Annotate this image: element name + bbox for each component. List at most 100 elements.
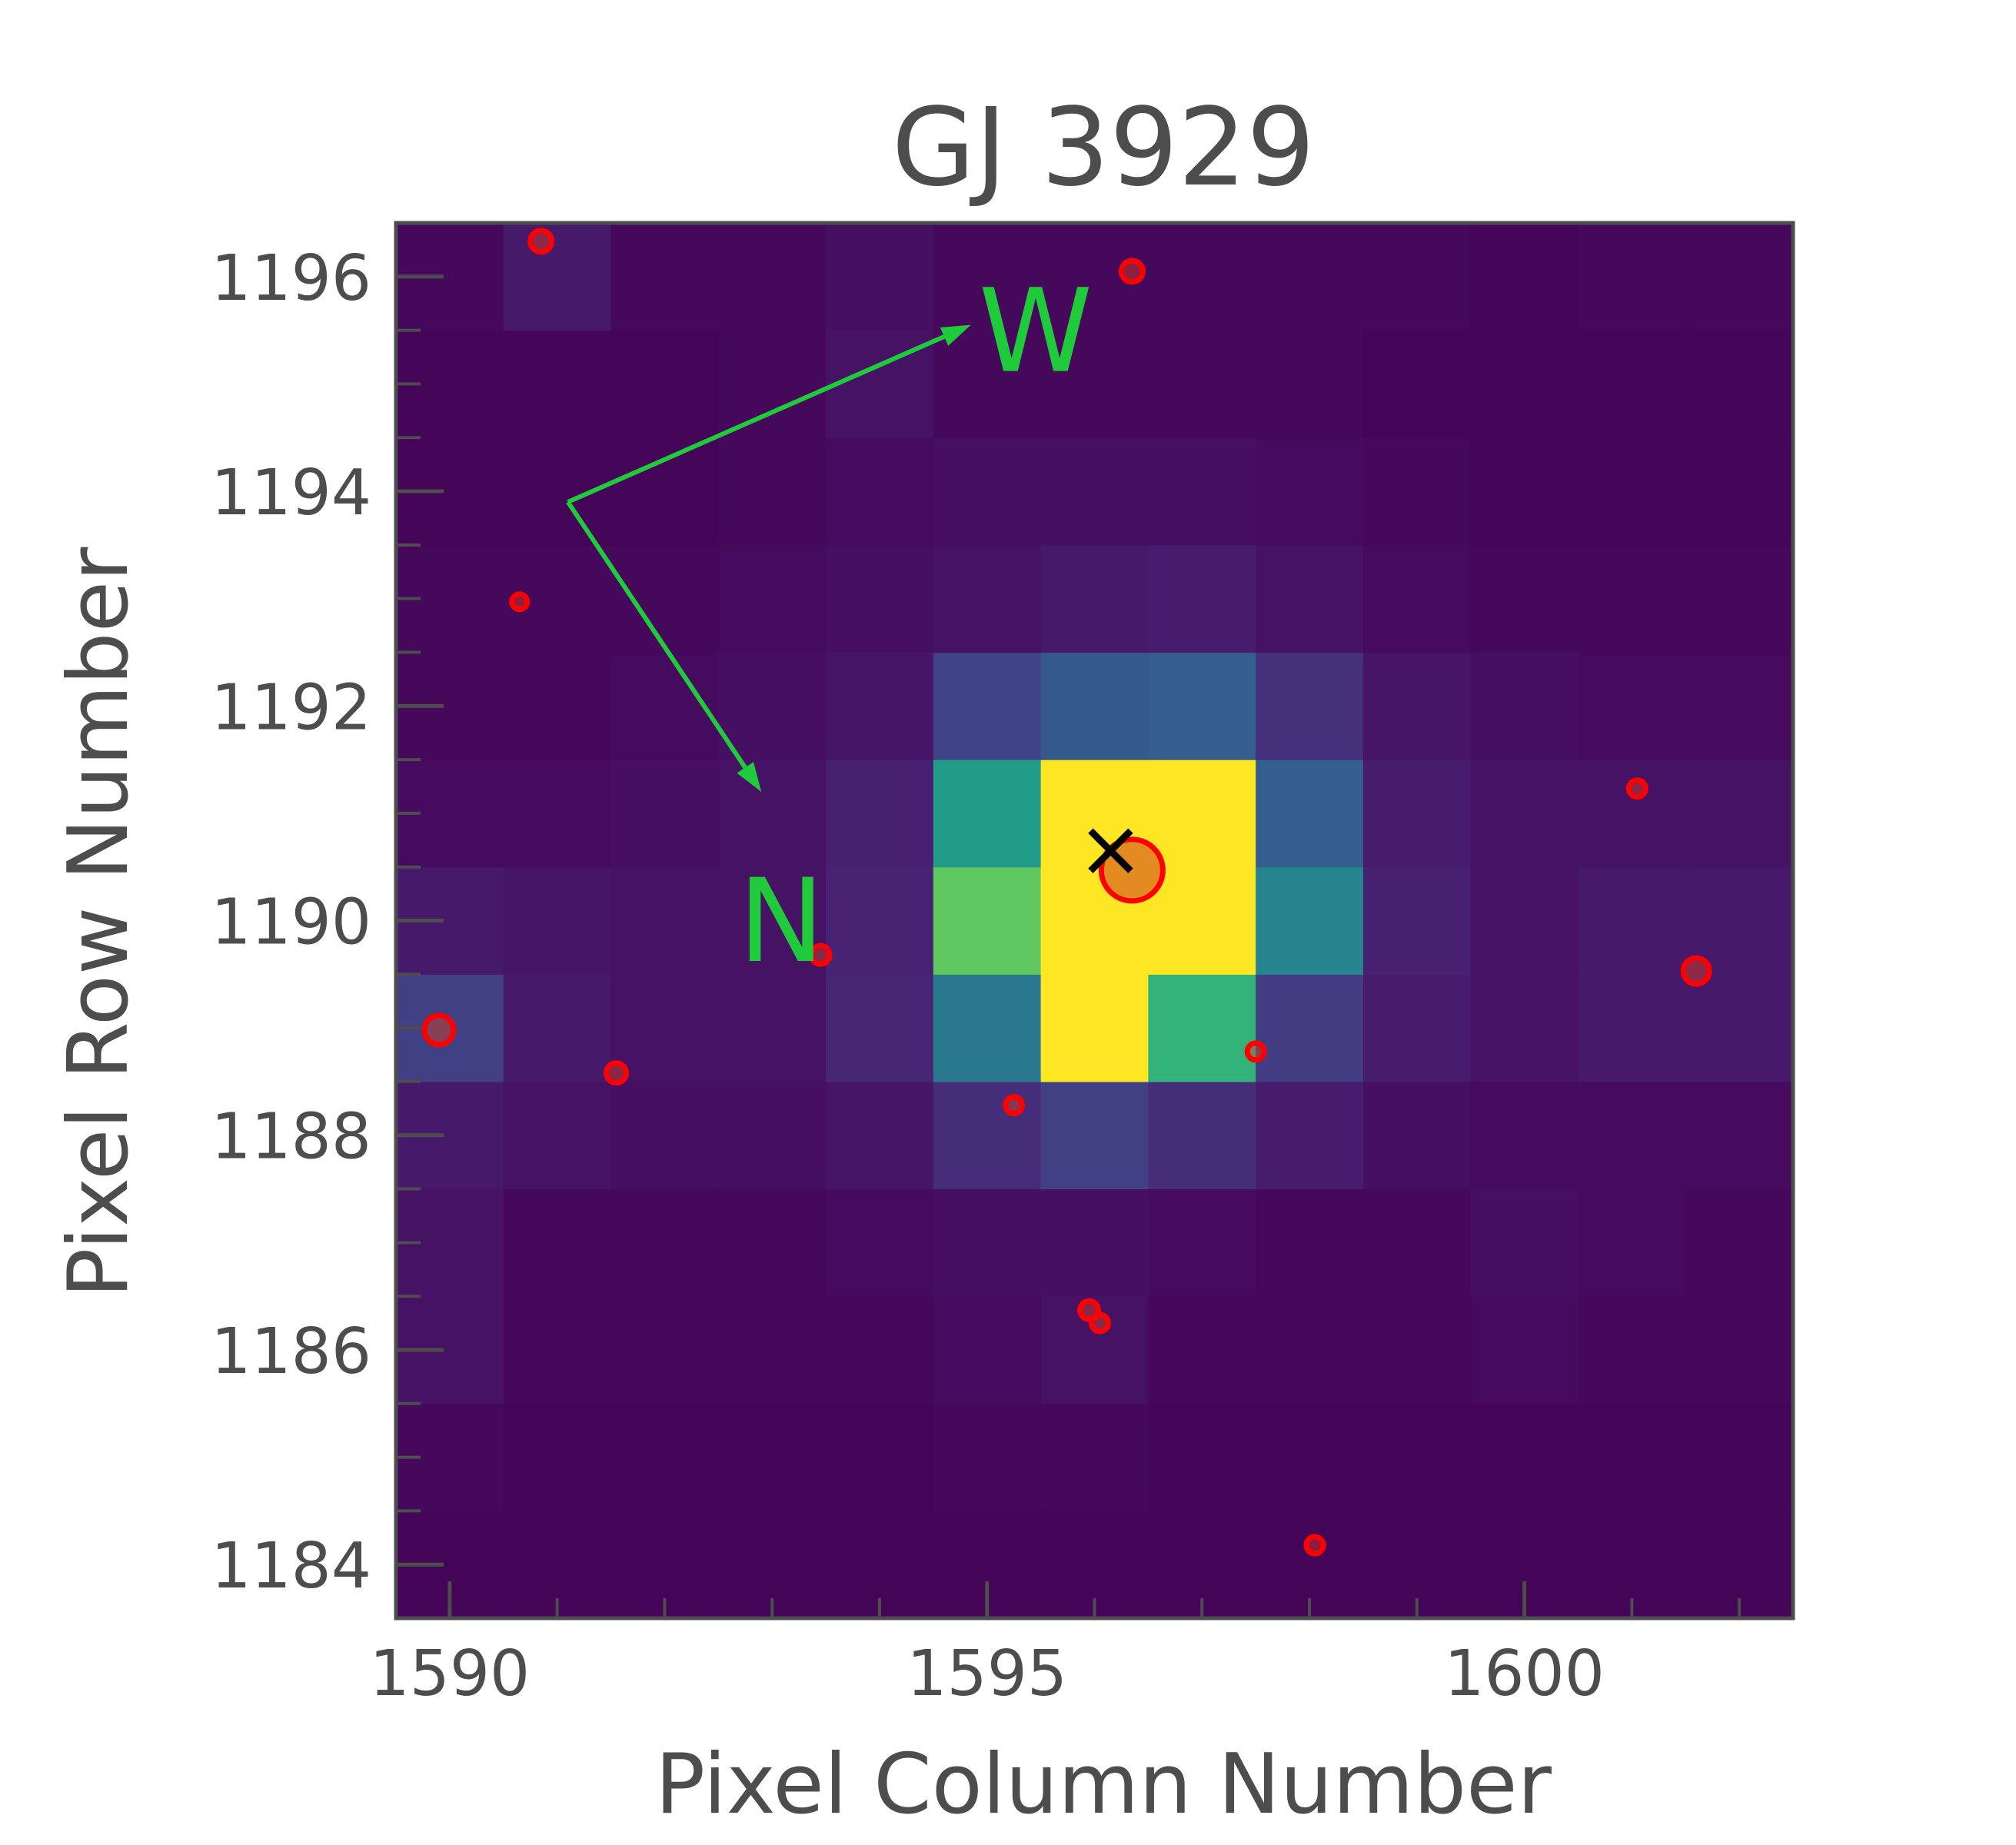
pixel-1599-1193	[1362, 544, 1472, 653]
x-tick-label-1600: 1600	[1444, 1637, 1605, 1710]
pixel-1592-1192	[610, 652, 719, 760]
pixel-1592-1195	[610, 330, 719, 438]
pixel-1602-1188	[1685, 1081, 1794, 1190]
pixel-1596-1195	[1040, 330, 1149, 438]
pixel-1593-1188	[718, 1081, 827, 1190]
pixel-1600-1191	[1470, 760, 1579, 868]
pixel-1595-1186	[933, 1296, 1042, 1405]
pixel-1600-1192	[1470, 652, 1579, 760]
pixel-1599-1185	[1362, 1403, 1472, 1511]
pixel-1601-1185	[1578, 1403, 1686, 1511]
source-9	[1625, 777, 1648, 800]
pixel-1592-1191	[610, 760, 719, 868]
pixel-1593-1186	[718, 1296, 827, 1405]
y-axis-label: Pixel Row Number	[51, 547, 147, 1298]
pixel-1600-1196	[1470, 223, 1579, 331]
pixel-1594-1191	[826, 760, 934, 868]
pixel-1592-1186	[610, 1296, 719, 1405]
source-3	[509, 591, 531, 613]
y-tick-label-1186: 1186	[211, 1315, 371, 1388]
pixel-1600-1189	[1470, 974, 1579, 1082]
target-marker	[1088, 828, 1133, 873]
y-tick-label-1184: 1184	[211, 1530, 371, 1603]
pixel-1601-1196	[1578, 223, 1686, 331]
pixel-1594-1186	[826, 1296, 934, 1405]
pixel-1593-1194	[718, 437, 827, 546]
y-tick-label-1192: 1192	[211, 671, 371, 744]
pixel-1592-1187	[610, 1188, 719, 1297]
source-1	[527, 228, 555, 255]
pixel-1594-1188	[826, 1081, 934, 1190]
pixel-1599-1186	[1362, 1296, 1472, 1405]
pixel-1602-1189	[1685, 974, 1794, 1082]
pixel-1596-1187	[1040, 1188, 1149, 1297]
pixel-1593-1185	[718, 1403, 827, 1511]
marker-stroke-2	[1088, 828, 1133, 873]
source-13	[1303, 1534, 1326, 1557]
source-12	[1088, 1311, 1111, 1335]
pixel-1598-1185	[1256, 1403, 1364, 1511]
pixel-1599-1187	[1362, 1188, 1472, 1297]
y-tick-label-1194: 1194	[211, 457, 371, 530]
pixel-1591-1196	[503, 223, 612, 331]
pixel-1601-1190	[1578, 866, 1686, 975]
pixel-1592-1189	[610, 974, 719, 1082]
west-arrow-head	[940, 324, 971, 346]
pixel-1596-1188	[1040, 1081, 1149, 1190]
pixel-1599-1189	[1362, 974, 1472, 1082]
pixel-1598-1187	[1256, 1188, 1364, 1297]
pixel-1594-1192	[826, 652, 934, 760]
pixel-1594-1189	[826, 974, 934, 1082]
pixel-1591-1190	[503, 866, 612, 975]
pixel-1598-1195	[1256, 330, 1364, 438]
pixel-1601-1189	[1578, 974, 1686, 1082]
pixel-1596-1193	[1040, 544, 1149, 653]
pixel-1597-1185	[1148, 1403, 1256, 1511]
pixel-1601-1193	[1578, 544, 1686, 653]
pixel-1599-1191	[1362, 760, 1472, 868]
compass: WN	[566, 265, 1093, 989]
pixel-1601-1187	[1578, 1188, 1686, 1297]
pixel-1598-1188	[1256, 1081, 1364, 1190]
pixel-1596-1189	[1040, 974, 1149, 1082]
pixel-1600-1186	[1470, 1296, 1579, 1405]
pixel-1594-1187	[826, 1188, 934, 1297]
pixel-1594-1194	[826, 437, 934, 546]
pixel-1595-1195	[933, 330, 1042, 438]
pixel-1600-1193	[1470, 544, 1579, 653]
source-2	[1118, 258, 1146, 285]
pixel-1592-1196	[610, 223, 719, 331]
pixel-1597-1191	[1148, 760, 1256, 868]
pixel-1591-1193	[503, 544, 612, 653]
pixel-1592-1193	[610, 544, 719, 653]
north-arrow-shaft	[566, 500, 747, 770]
heatmap	[396, 223, 1794, 1619]
source-6	[604, 1060, 630, 1086]
pixel-1597-1190	[1148, 866, 1256, 975]
pixel-1602-1195	[1685, 330, 1794, 438]
pixel-1602-1192	[1685, 652, 1794, 760]
pixel-1597-1193	[1148, 544, 1256, 653]
pixel-1597-1192	[1148, 652, 1256, 760]
pixel-1599-1196	[1362, 223, 1472, 331]
pixel-1602-1194	[1685, 437, 1794, 546]
pixel-1591-1187	[503, 1188, 612, 1297]
pixel-1591-1188	[503, 1081, 612, 1190]
pixel-1601-1188	[1578, 1081, 1686, 1190]
x-axis-label: Pixel Column Number	[655, 1737, 1552, 1833]
pixel-1593-1196	[718, 223, 827, 331]
pixel-1595-1190	[933, 866, 1042, 975]
source-4	[808, 942, 833, 967]
pixel-1599-1192	[1362, 652, 1472, 760]
x-tick-label-1595: 1595	[907, 1637, 1067, 1710]
pixel-1601-1191	[1578, 760, 1686, 868]
pixel-1596-1196	[1040, 223, 1149, 331]
y-axis-ticks: 1184 1186 1188 1190 1192 1194 1196	[211, 242, 444, 1603]
pixel-1599-1194	[1362, 437, 1472, 546]
pixel-1595-1196	[933, 223, 1042, 331]
pixel-1596-1185	[1040, 1403, 1149, 1511]
pixel-1598-1193	[1256, 544, 1364, 653]
pixel-1602-1191	[1685, 760, 1794, 868]
pixel-1595-1194	[933, 437, 1042, 546]
pixel-1595-1193	[933, 544, 1042, 653]
